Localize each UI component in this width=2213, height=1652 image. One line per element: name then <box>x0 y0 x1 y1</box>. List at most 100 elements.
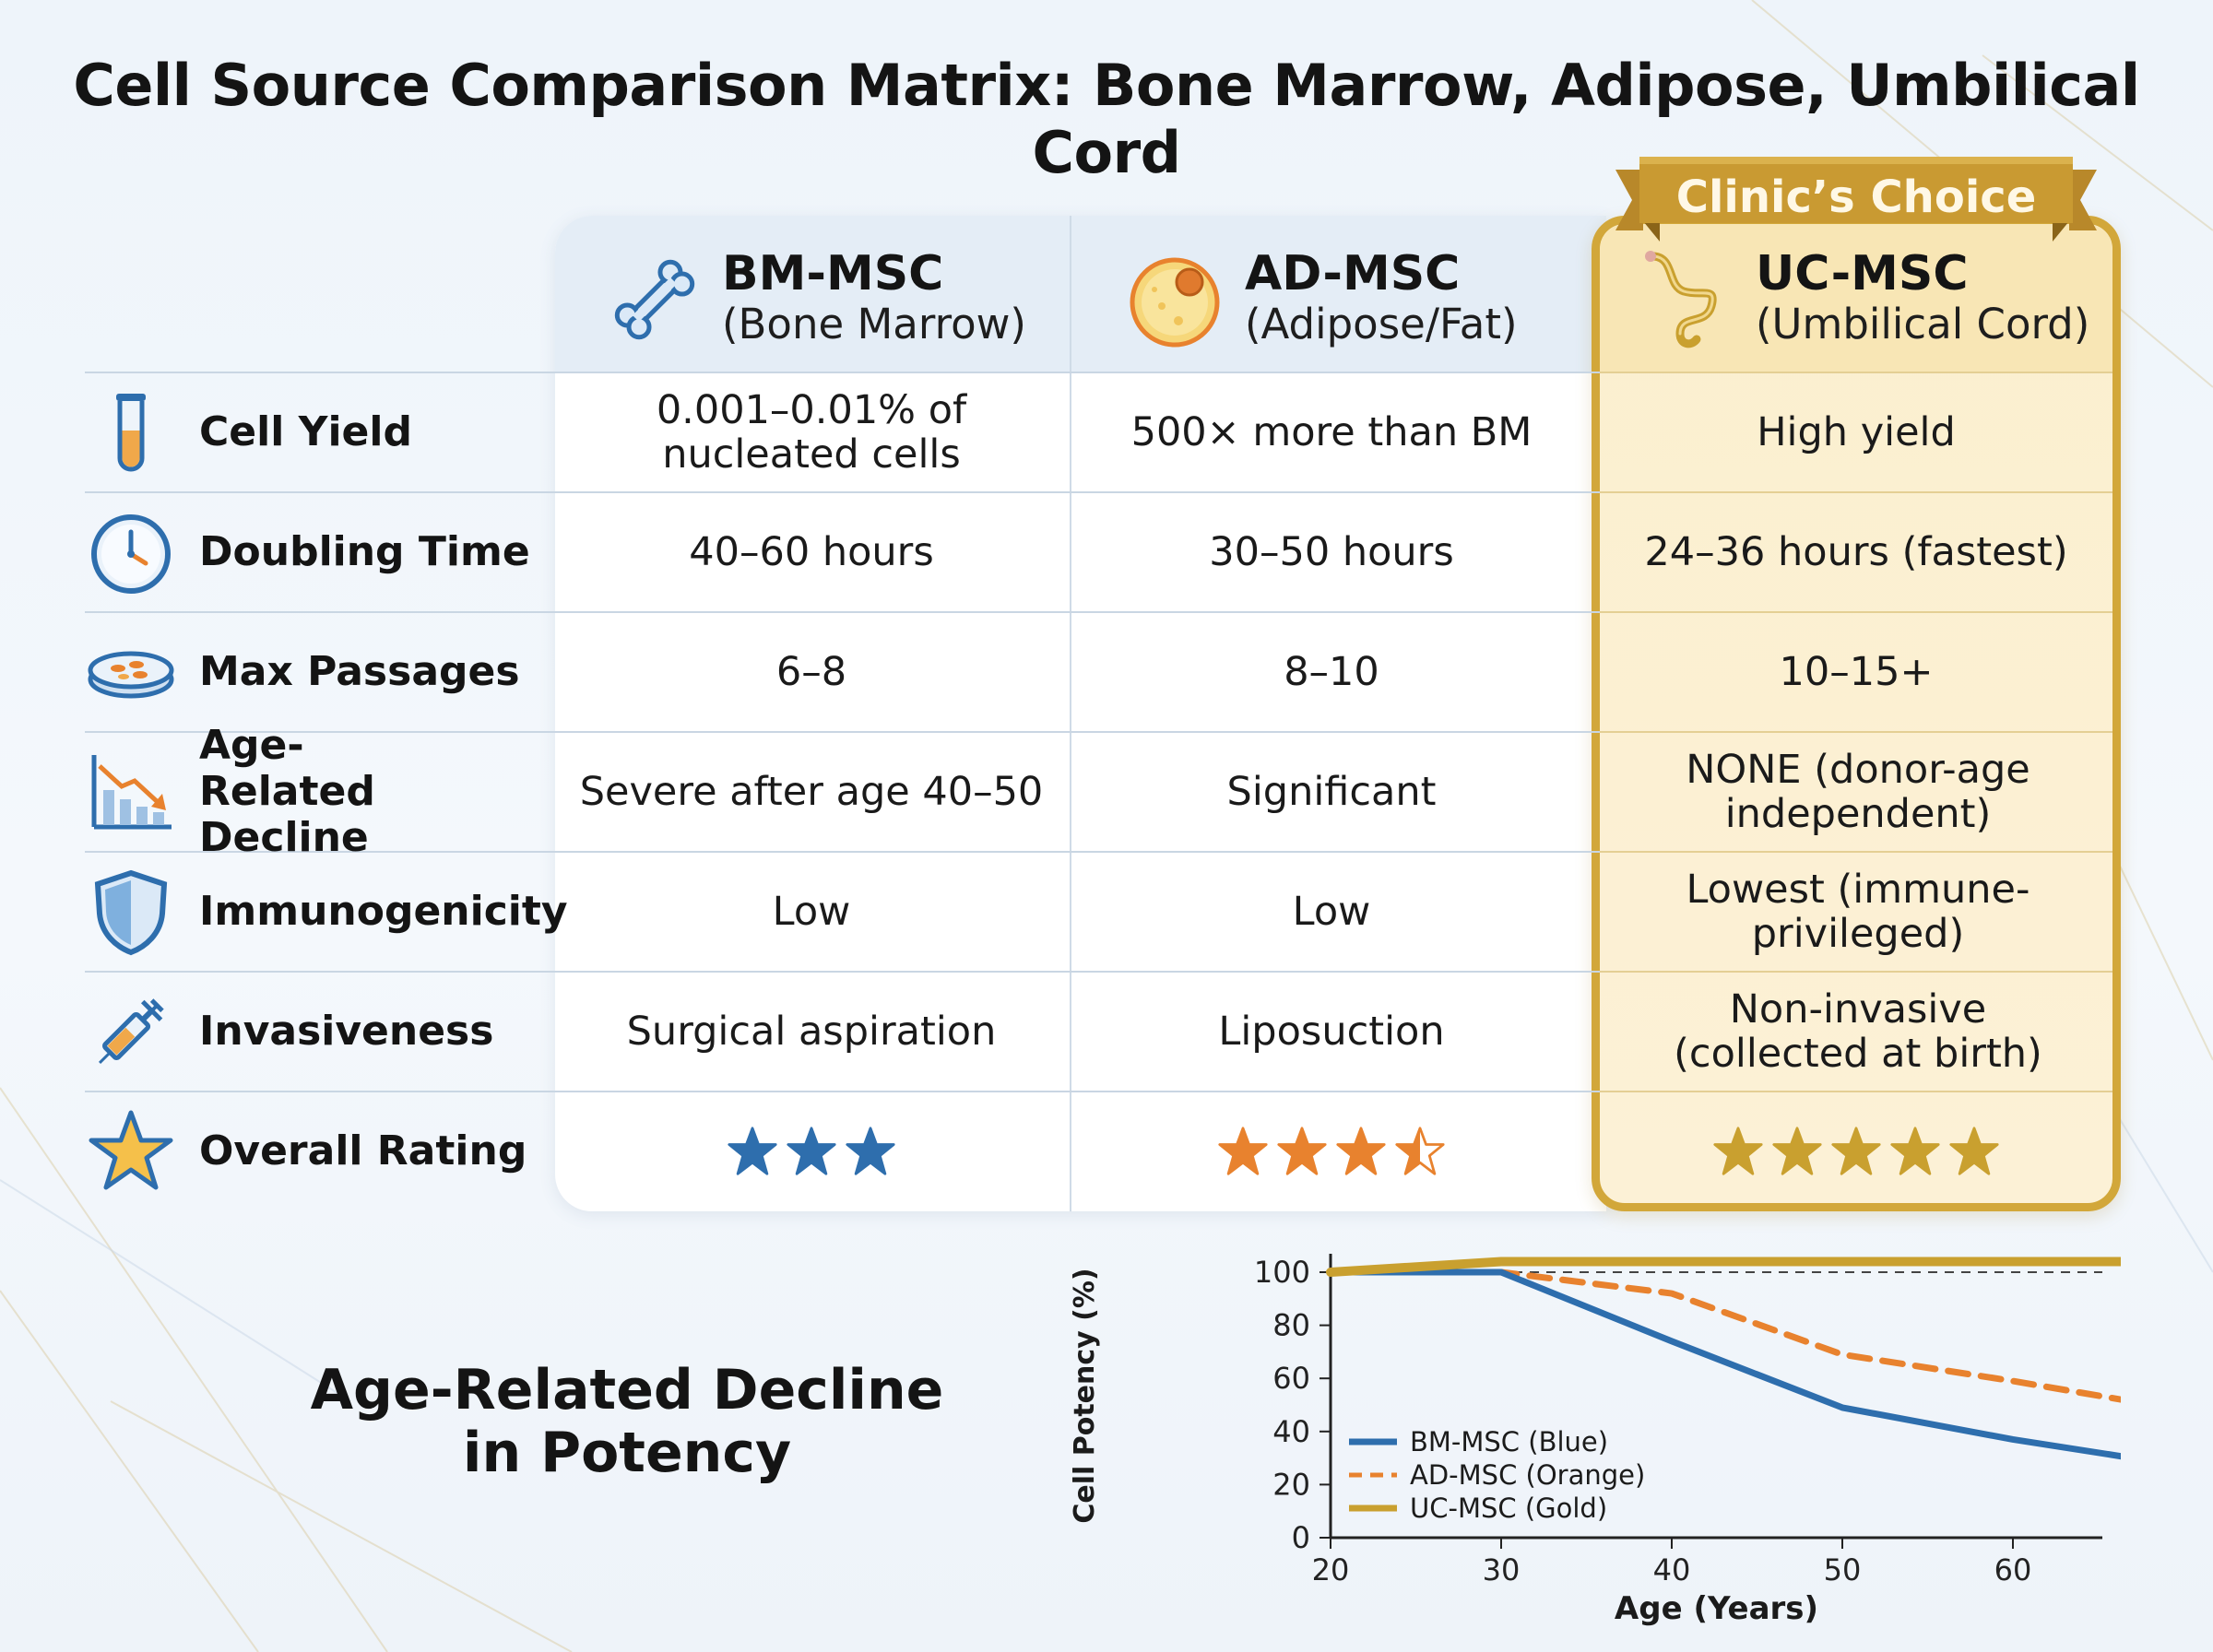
row-label-text: Max Passages <box>199 648 520 695</box>
star-icon <box>1831 1127 1881 1175</box>
row-divider <box>1600 1091 2112 1092</box>
cell-bm-age-related-decline: Severe after age 40–50 <box>579 769 1044 815</box>
chart-section-title: Age-Related Decline in Potency <box>310 1358 944 1485</box>
y-tick-label: 80 <box>1272 1308 1310 1343</box>
cell-bm-invasiveness: Surgical aspiration <box>626 1009 997 1055</box>
clock-icon <box>91 514 171 594</box>
star-icon <box>728 1127 777 1175</box>
row-divider <box>1600 851 2112 853</box>
cell-bm-cell-yield: 0.001–0.01% of nucleated cells <box>656 387 967 478</box>
y-tick-label: 20 <box>1272 1467 1310 1502</box>
column-header-ad-msc: AD-MSC (Adipose/Fat) <box>1127 242 1588 352</box>
cell-ad-age-related-decline: Significant <box>1226 769 1437 815</box>
series-line-ad-msc <box>1327 1268 2121 1403</box>
cell-bm-doubling-time: 40–60 hours <box>689 529 934 575</box>
cell-uc-invasiveness: Non-invasive (collected at birth) <box>1674 986 2042 1077</box>
cell-ad-doubling-time: 30–50 hours <box>1209 529 1454 575</box>
clinics-choice-ribbon <box>1615 157 2097 242</box>
row-label-text: Doubling Time <box>199 528 530 575</box>
column-name: UC-MSC <box>1756 246 1969 301</box>
star-icon <box>89 1110 173 1190</box>
series-line-bm-msc <box>1327 1268 2121 1460</box>
column-header-bm-msc: BM-MSC (Bone Marrow) <box>604 242 1065 352</box>
column-name: AD-MSC <box>1245 246 1461 301</box>
row-divider <box>85 372 1601 373</box>
fat-cell-icon <box>1130 257 1220 348</box>
star-icon <box>1336 1127 1386 1175</box>
cell-ad-invasiveness: Liposuction <box>1218 1009 1445 1055</box>
row-divider <box>1600 971 2112 973</box>
x-tick-label: 30 <box>1483 1552 1521 1587</box>
page-title: Cell Source Comparison Matrix: Bone Marr… <box>73 52 2140 186</box>
column-header-uc-msc: UC-MSC (Umbilical Cord) <box>1638 242 2117 352</box>
x-tick-label: 20 <box>1312 1552 1350 1587</box>
rating-stars-ad-msc <box>1071 1092 1592 1211</box>
column-subtitle: (Adipose/Fat) <box>1245 300 1518 348</box>
cell-uc-immunogenicity: Lowest (immune-privileged) <box>1686 867 2030 957</box>
rating-stars-uc-msc <box>1604 1092 2108 1211</box>
row-label-invasiveness: Invasiveness <box>85 972 555 1092</box>
bone-icon <box>614 259 695 340</box>
shield-icon <box>94 869 168 956</box>
row-divider <box>1600 611 2112 613</box>
potency-decline-chart: 020406080100203040506070+Age (Years)Cell… <box>1069 1254 2121 1627</box>
column-divider <box>1070 216 1071 1211</box>
cell-ad-max-passages: 8–10 <box>1284 649 1379 695</box>
y-tick-label: 40 <box>1272 1414 1310 1449</box>
column-subtitle: (Umbilical Cord) <box>1756 300 2090 348</box>
star-icon <box>1277 1127 1327 1175</box>
star-icon <box>787 1127 836 1175</box>
row-divider <box>85 851 1601 853</box>
row-divider <box>1600 372 2112 373</box>
x-tick-label: 60 <box>1994 1552 2032 1587</box>
cell-bm-max-passages: 6–8 <box>775 649 847 695</box>
test-tube-icon <box>116 394 146 472</box>
legend-entry: UC-MSC (Gold) <box>1410 1493 1607 1524</box>
cell-uc-doubling-time: 24–36 hours (fastest) <box>1644 529 2068 575</box>
half-star-icon <box>1395 1127 1445 1175</box>
star-icon <box>846 1127 895 1175</box>
row-divider <box>1600 491 2112 493</box>
star-icon <box>1949 1127 1999 1175</box>
y-tick-label: 0 <box>1292 1520 1310 1555</box>
uc-msc-header-band <box>1600 224 2112 372</box>
row-label-overall-rating: Overall Rating <box>85 1092 555 1211</box>
y-tick-label: 100 <box>1254 1255 1310 1290</box>
row-label-cell-yield: Cell Yield <box>85 372 555 492</box>
row-label-immunogenicity: Immunogenicity <box>85 852 568 972</box>
cell-ad-cell-yield: 500× more than BM <box>1130 409 1533 455</box>
row-divider <box>1600 731 2112 733</box>
y-axis-label: Cell Potency (%) <box>1069 1268 1101 1523</box>
row-label-text: Age-Related Decline <box>199 722 375 861</box>
x-axis-label: Age (Years) <box>1615 1590 1818 1627</box>
y-tick-label: 60 <box>1272 1361 1310 1396</box>
declining-chart-icon <box>91 755 172 830</box>
cell-uc-cell-yield: High yield <box>1757 409 1956 455</box>
row-divider <box>85 731 1601 733</box>
umbilical-cord-icon <box>1645 251 1717 348</box>
row-label-text: Immunogenicity <box>199 888 568 935</box>
row-label-max-passages: Max Passages <box>85 612 555 732</box>
row-label-doubling-time: Doubling Time <box>85 492 555 612</box>
row-label-age-related-decline: Age-Related Decline <box>85 723 555 861</box>
row-divider <box>85 491 1601 493</box>
row-label-text: Cell Yield <box>199 408 412 455</box>
star-icon <box>1713 1127 1763 1175</box>
legend-entry: BM-MSC (Blue) <box>1410 1426 1608 1457</box>
column-subtitle: (Bone Marrow) <box>722 300 1026 348</box>
row-label-text: Invasiveness <box>199 1008 494 1055</box>
column-name: BM-MSC <box>722 246 944 301</box>
cell-uc-age-related-decline: NONE (donor-age independent) <box>1686 747 2030 837</box>
comparison-table <box>555 216 1606 1211</box>
legend-entry: AD-MSC (Orange) <box>1410 1459 1645 1491</box>
rating-stars-bm-msc <box>581 1092 1042 1211</box>
star-icon <box>1772 1127 1822 1175</box>
series-line-uc-msc <box>1326 1257 2121 1277</box>
petri-dish-icon <box>88 651 174 699</box>
row-label-text: Overall Rating <box>199 1127 527 1174</box>
row-divider <box>85 611 1601 613</box>
x-tick-label: 40 <box>1653 1552 1691 1587</box>
row-divider <box>85 971 1601 973</box>
cell-ad-immunogenicity: Low <box>1292 889 1371 935</box>
x-tick-label: 50 <box>1824 1552 1862 1587</box>
